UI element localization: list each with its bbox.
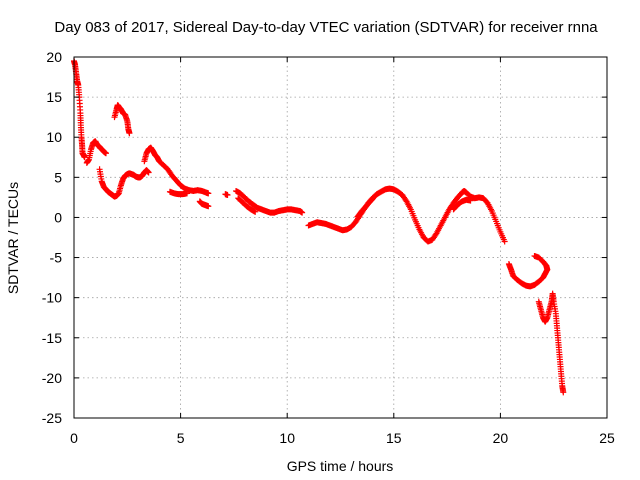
data-point (371, 193, 378, 200)
x-tick-label: 20 (493, 430, 509, 446)
y-tick-label: 10 (46, 129, 62, 145)
data-point (183, 190, 190, 197)
data-point (252, 208, 259, 215)
data-point (501, 238, 508, 245)
chart-title: Day 083 of 2017, Sidereal Day-to-day VTE… (54, 19, 598, 36)
y-tick-label: -15 (42, 330, 62, 346)
y-tick-label: 20 (46, 49, 62, 65)
x-tick-label: 15 (386, 430, 402, 446)
x-tick-label: 0 (70, 430, 78, 446)
y-tick-label: -10 (42, 290, 62, 306)
y-tick-label: 0 (54, 209, 62, 225)
x-axis-label: GPS time / hours (287, 458, 394, 474)
y-axis-label: SDTVAR / TECUs (5, 182, 21, 294)
x-tick-label: 25 (599, 430, 615, 446)
data-point (370, 194, 377, 201)
axis-ticks (73, 56, 608, 419)
data-point (205, 190, 212, 197)
y-tick-label: 15 (46, 89, 62, 105)
data-point (205, 203, 212, 210)
data-point (102, 150, 109, 157)
data-point (560, 389, 567, 396)
data-point (299, 209, 306, 216)
y-tick-label: -5 (50, 250, 63, 266)
x-tick-label: 10 (279, 430, 295, 446)
grid-lines (74, 57, 607, 418)
plot-frame (73, 56, 608, 419)
data-point (126, 130, 133, 137)
y-tick-label: -20 (42, 370, 62, 386)
y-tick-label: -25 (42, 410, 62, 426)
data-point (467, 197, 474, 204)
data-point (224, 191, 231, 198)
x-tick-labels: 0 5 10 15 20 25 (70, 430, 615, 446)
x-tick-label: 5 (177, 430, 185, 446)
data-points (71, 58, 567, 396)
y-tick-label: 5 (54, 169, 62, 185)
y-tick-labels: -25 -20 -15 -10 -5 0 5 10 15 20 (42, 49, 62, 426)
data-point (145, 169, 152, 176)
data-point (531, 252, 538, 259)
